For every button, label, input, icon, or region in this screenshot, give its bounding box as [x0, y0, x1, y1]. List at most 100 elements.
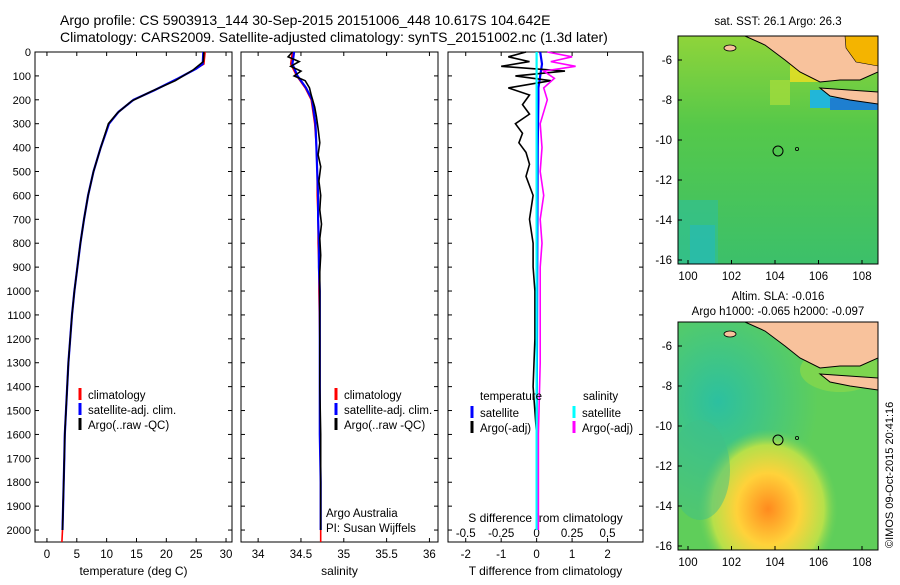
sla-map-axes: -6 -8 -10 -12 -14 -16 100 102 104 106 108: [655, 341, 871, 569]
x-tick-label: 34.5: [290, 549, 312, 561]
depth-tick-label: 1300: [7, 358, 31, 370]
x-tick-label: 0: [44, 549, 50, 561]
depth-tick-label: 100: [13, 71, 31, 83]
difference-profile-panel: -2 -1 0 1 2 T difference from climatology S di…: [447, 51, 644, 578]
depth-tick-label: 800: [13, 238, 31, 250]
legend-label: satellite: [480, 408, 519, 420]
map-lat-label: -8: [662, 95, 672, 107]
data-pi: PI: Susan Wijffels: [326, 523, 416, 535]
x-tick-label: -1: [496, 549, 506, 561]
x-tick-label: 2: [604, 549, 610, 561]
depth-tick-label: 1200: [7, 334, 31, 346]
x-tick-label: 1: [569, 549, 575, 561]
depth-tick-label: 1800: [7, 477, 31, 489]
legend-label: satellite-adj. clim.: [344, 405, 432, 417]
x-tick-label: 36: [423, 549, 436, 561]
s-difference-tick-label: 0.25: [561, 528, 583, 540]
depth-tick-label: 700: [13, 214, 31, 226]
salinity-x-axis-label: salinity: [321, 564, 358, 578]
map-lat-label: -12: [655, 175, 672, 187]
s-difference-axis-label: S difference from climatology: [468, 511, 623, 525]
map-lon-label: 104: [765, 271, 785, 283]
map-lat-label: -14: [655, 501, 672, 513]
map-lat-label: -12: [655, 461, 672, 473]
legend-label: satellite: [582, 408, 621, 420]
x-tick-label: -2: [461, 549, 471, 561]
float-position-marker-sla: [772, 434, 784, 446]
salinity-plot-frame: [240, 51, 439, 543]
s-difference-tick-label: 0.5: [600, 528, 616, 540]
x-tick-label: 20: [160, 549, 173, 561]
depth-tick-label: 900: [13, 262, 31, 274]
float-position-marker-sst: [772, 145, 784, 157]
data-owner: Argo Australia: [326, 508, 398, 520]
x-tick-label: 10: [100, 549, 113, 561]
map-lat-label: -6: [662, 341, 672, 353]
s-difference-tick-label: 0: [533, 528, 539, 540]
sla-map: Altim. SLA: -0.016 Argo h1000: -0.065 h2…: [655, 291, 879, 569]
legend-title-temperature: temperature: [480, 391, 542, 403]
legend-label: climatology: [88, 390, 146, 402]
depth-tick-label: 1000: [7, 286, 31, 298]
depth-tick-label: 500: [13, 167, 31, 179]
series-line-t-argo-adj-: [501, 51, 566, 530]
map-lon-label: 100: [678, 557, 697, 569]
legend-label: Argo(-adj): [582, 423, 633, 435]
salinity-profile-panel: 34 34.5 35 35.5 36 salinity climatology satelli…: [240, 51, 439, 578]
legend-label: climatology: [344, 390, 402, 402]
s-difference-tick-label: -0.5: [456, 528, 476, 540]
map-lat-label: -10: [655, 421, 672, 433]
difference-plot-frame: [447, 51, 644, 543]
legend-label: Argo(..raw -QC): [88, 420, 169, 432]
depth-tick-label: 600: [13, 190, 31, 202]
depth-tick-label: 1900: [7, 501, 31, 513]
map-lat-label: -16: [655, 255, 672, 267]
map-lon-label: 100: [678, 271, 697, 283]
temperature-profile-panel: 0100200300400500600700800900100011001200…: [7, 47, 233, 578]
series-line-argo-raw-qc-: [286, 51, 323, 530]
sla-map-subtitle: Argo h1000: -0.065 h2000: -0.097: [692, 306, 865, 318]
map-lon-label: 106: [809, 271, 828, 283]
depth-tick-label: 1400: [7, 382, 31, 394]
imos-credit: ©IMOS 09-Oct-2015 20:41:16: [884, 402, 896, 548]
x-tick-label: 34: [252, 549, 265, 561]
series-line-argo-raw-qc-: [61, 51, 205, 531]
depth-tick-label: 300: [13, 119, 31, 131]
map-lon-label: 102: [722, 557, 741, 569]
x-tick-label: 5: [74, 549, 80, 561]
x-tick-label: 35: [337, 549, 350, 561]
x-tick-label: 0: [533, 549, 539, 561]
depth-tick-label: 1700: [7, 453, 31, 465]
temperature-plot-frame: [34, 51, 233, 543]
sst-map-title: sat. SST: 26.1 Argo: 26.3: [714, 16, 841, 28]
map-lat-label: -14: [655, 215, 672, 227]
series-line-s-argo-adj-: [537, 51, 576, 530]
map-lat-label: -8: [662, 381, 672, 393]
temperature-x-axis-label: temperature (deg C): [79, 564, 187, 578]
depth-tick-label: 200: [13, 95, 31, 107]
header-line-1: Argo profile: CS 5903913_144 30-Sep-2015…: [60, 12, 550, 28]
map-lon-label: 108: [852, 271, 871, 283]
legend-label: satellite-adj. clim.: [88, 405, 176, 417]
map-lon-label: 106: [809, 557, 828, 569]
legend-title-salinity: salinity: [583, 391, 618, 403]
sla-map-title: Altim. SLA: -0.016: [732, 291, 825, 303]
map-lat-label: -10: [655, 135, 672, 147]
map-lon-label: 102: [722, 271, 741, 283]
depth-tick-label: 1100: [7, 310, 31, 322]
x-tick-label: 30: [220, 549, 233, 561]
depth-tick-label: 0: [25, 47, 31, 59]
x-tick-label: 25: [190, 549, 203, 561]
map-lat-label: -16: [655, 541, 672, 553]
s-difference-tick-label: -0.25: [488, 528, 514, 540]
legend-label: Argo(..raw -QC): [344, 420, 425, 432]
depth-tick-label: 1500: [7, 406, 31, 418]
depth-tick-label: 2000: [7, 525, 31, 537]
sst-map: sat. SST: 26.1 Argo: 26.3 -6 -8 -10 -12 -14 -…: [655, 16, 879, 283]
header-line-2: Climatology: CARS2009. Satellite-adjuste…: [60, 29, 608, 45]
depth-tick-label: 1600: [7, 429, 31, 441]
map-lon-label: 108: [852, 557, 871, 569]
map-lat-label: -6: [662, 55, 672, 67]
